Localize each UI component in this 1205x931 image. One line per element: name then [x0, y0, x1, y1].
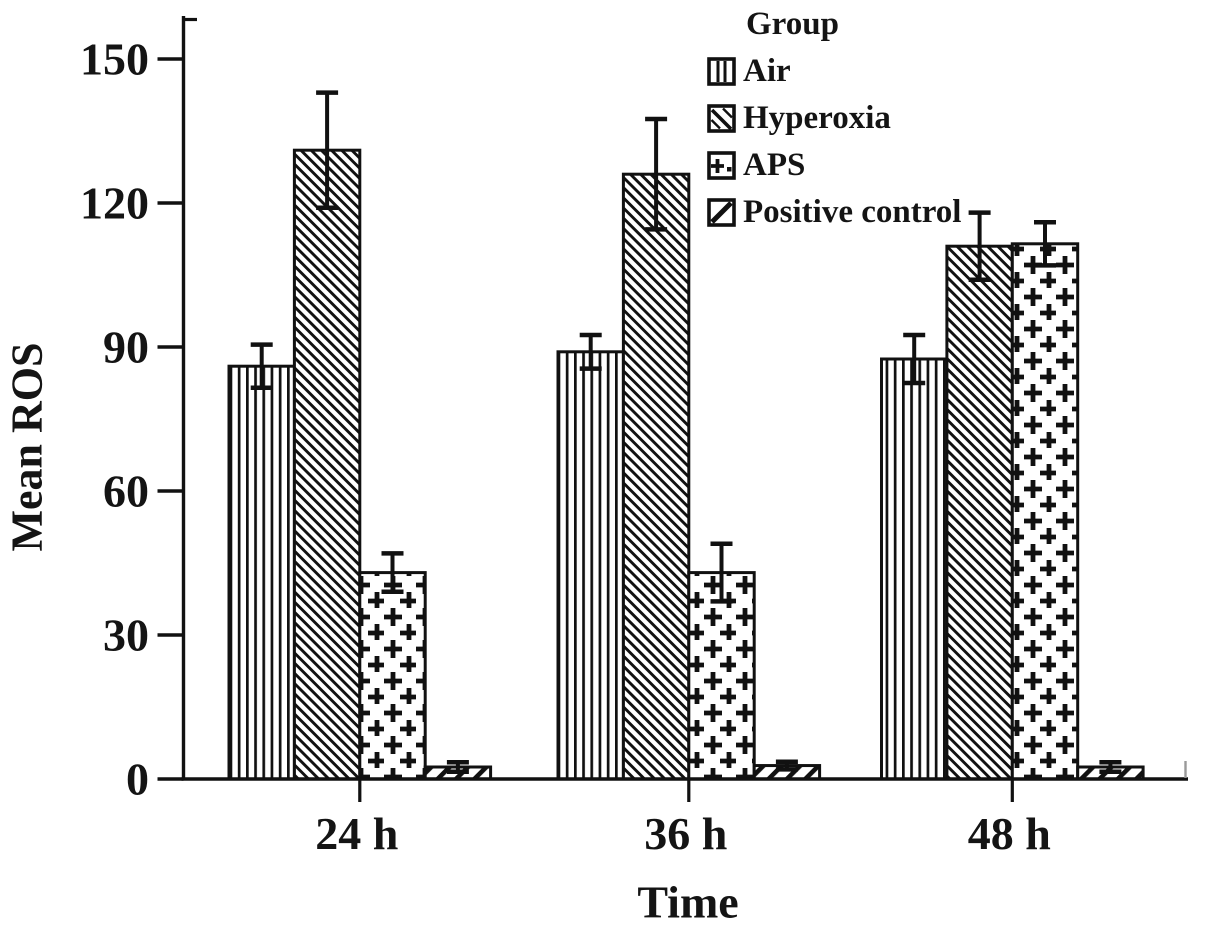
- bar-air-24-h: [227, 364, 296, 781]
- legend-item-air: Air: [700, 52, 1180, 90]
- legend-label-positive-control: Positive control: [743, 193, 962, 230]
- bar-hyperoxia-48-h: [945, 244, 1014, 781]
- bar-hyperoxia-36-h: [621, 172, 691, 781]
- errorbars-layer: [250, 90, 1122, 775]
- bar-aps-48-h: [1010, 242, 1080, 781]
- legend-item-aps: APS: [700, 146, 1180, 184]
- bars-layer: [227, 148, 1145, 781]
- x-tick-label-48-h: 48 h: [968, 808, 1051, 859]
- legend-label-air: Air: [743, 52, 791, 89]
- y-axis-title: Mean ROS: [2, 342, 52, 552]
- bar-air-36-h: [556, 350, 625, 781]
- positive-control-pattern-icon: [707, 197, 736, 227]
- aps-pattern-icon: [707, 150, 736, 180]
- labels-layer: 0 30 60 90 120 150 24 h 36 h 48 h: [80, 34, 1051, 860]
- x-tick-label-36-h: 36 h: [644, 808, 727, 859]
- x-axis-title: Time: [637, 876, 739, 928]
- y-tick-label-90: 90: [103, 322, 149, 373]
- y-tick-label-120: 120: [80, 178, 149, 229]
- legend-label-aps: APS: [743, 146, 806, 183]
- y-tick-label-30: 30: [103, 610, 149, 661]
- bar-hyperoxia-24-h: [292, 148, 362, 781]
- air-pattern-icon: [707, 56, 736, 86]
- legend: Group Air Hyperoxia APS: [700, 5, 1180, 231]
- legend-item-hyperoxia: Hyperoxia: [700, 99, 1180, 137]
- legend-item-positive-control: Positive control: [700, 193, 1180, 231]
- x-tick-label-24-h: 24 h: [315, 808, 398, 859]
- bar-aps-24-h: [358, 571, 427, 781]
- legend-label-hyperoxia: Hyperoxia: [743, 99, 891, 136]
- bar-air-48-h: [880, 357, 949, 781]
- y-tick-label-150: 150: [80, 34, 149, 85]
- y-tick-label-0: 0: [126, 754, 149, 805]
- axes-layer: [157, 16, 1188, 802]
- legend-title: Group: [746, 6, 839, 42]
- hyperoxia-pattern-icon: [707, 103, 736, 133]
- y-tick-label-60: 60: [103, 466, 149, 517]
